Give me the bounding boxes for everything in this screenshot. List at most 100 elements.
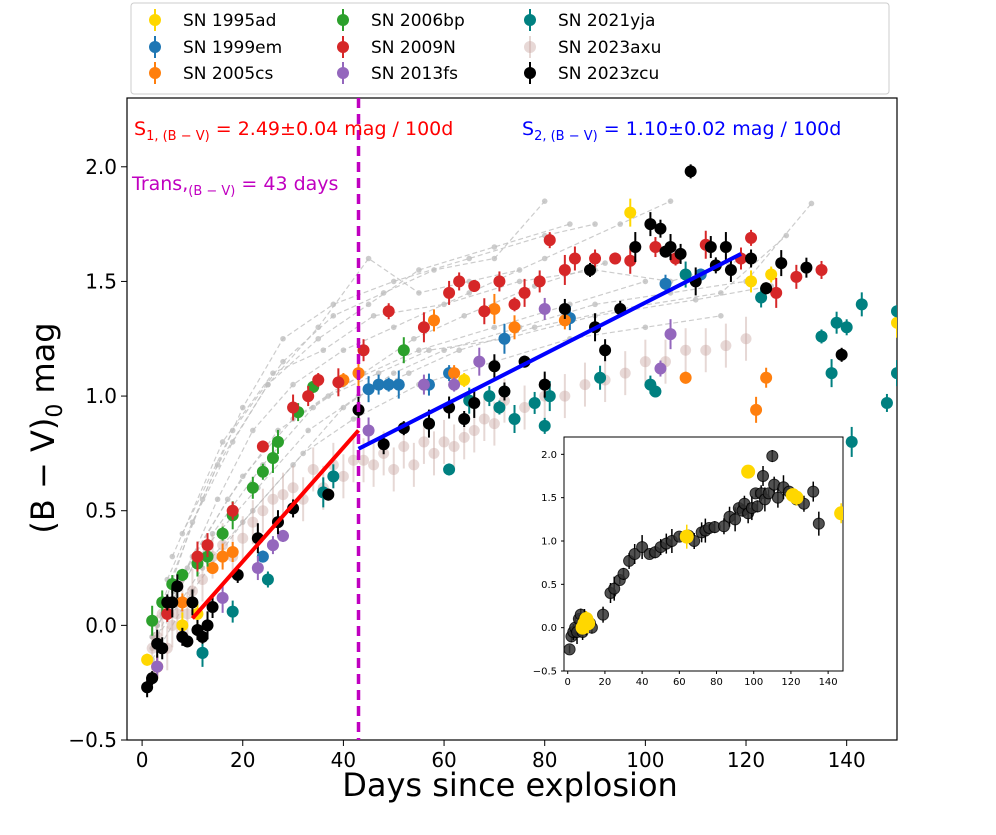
point-sn-2009n — [443, 286, 456, 299]
comparison-point — [214, 496, 221, 503]
comparison-point — [411, 335, 417, 342]
point-sn-2023axu — [428, 447, 440, 459]
legend-marker — [524, 14, 536, 26]
point-sn-2023zcu — [171, 580, 184, 593]
point-sn-1999em — [362, 383, 375, 396]
point-sn-2009n — [468, 280, 481, 293]
point-sn-2009n — [453, 275, 466, 288]
inset-point-sn-2023zcu — [729, 513, 742, 526]
point-sn-2023axu — [257, 505, 269, 517]
point-sn-2023zcu — [186, 596, 199, 609]
point-sn-1999em — [382, 378, 395, 391]
point-sn-2006bp — [266, 451, 279, 464]
comparison-point — [280, 358, 286, 365]
inset-point-sn-1995ad — [679, 529, 694, 544]
legend-frame — [130, 2, 890, 95]
point-sn-2021yja — [508, 413, 521, 425]
comparison-point — [541, 198, 548, 204]
point-sn-2023axu — [519, 402, 531, 414]
comparison-point — [516, 278, 523, 285]
point-sn-2009n — [161, 607, 174, 620]
point-sn-2023axu — [358, 454, 370, 466]
comparison-point — [370, 313, 377, 319]
point-sn-2009n — [332, 376, 345, 389]
comparison-point — [531, 324, 538, 331]
point-sn-2023axu — [468, 424, 480, 436]
inset-y-tick-label: 1.0 — [541, 537, 557, 548]
point-sn-2023zcu — [745, 252, 758, 265]
legend: SN 1995ad SN 1999em SN 2005cs SN 2006bp SN 2… — [130, 2, 890, 95]
point-sn-2023axu — [418, 436, 430, 448]
main-x-tick-label: 120 — [727, 748, 765, 772]
inset-point-sn-2023zcu — [757, 470, 770, 482]
point-sn-2005cs — [750, 403, 763, 416]
comparison-point — [416, 290, 422, 296]
comparison-point — [380, 290, 387, 296]
point-sn-2023zcu — [724, 263, 737, 276]
point-sn-2009n — [417, 321, 430, 334]
point-sn-2023zcu — [422, 417, 435, 430]
comparison-point — [315, 335, 322, 342]
point-sn-2023zcu — [141, 681, 154, 694]
point-sn-2023zcu — [558, 302, 571, 315]
inset-plot-area: 0 20 40 60 80 100 120 140 −0.5 0.0 0.5 1.0 1.5 2.0 — [533, 436, 844, 688]
point-sn-2006bp — [216, 527, 229, 540]
comparison-point — [416, 347, 422, 354]
comparison-point — [441, 301, 447, 308]
comparison-point — [250, 427, 256, 434]
main-x-tick-label: 60 — [431, 748, 456, 772]
point-sn-2009n — [558, 263, 571, 276]
point-sn-2023zcu — [458, 413, 471, 425]
legend-marker — [524, 41, 536, 53]
comparison-point — [179, 530, 186, 537]
point-sn-2023zcu — [835, 348, 848, 361]
point-sn-2009n — [256, 440, 269, 453]
inset-point-sn-1995ad — [834, 506, 843, 521]
point-sn-2013fs — [654, 362, 667, 375]
point-sn-2009n — [568, 252, 581, 265]
point-sn-2023axu — [639, 356, 651, 368]
point-sn-2023zcu — [584, 263, 597, 276]
comparison-point — [466, 255, 473, 262]
comparison-point — [280, 335, 286, 342]
legend-marker — [149, 67, 161, 79]
point-sn-2009n — [543, 234, 556, 247]
inset-y-tick-label: 2.0 — [541, 450, 557, 461]
point-sn-1999em — [372, 378, 385, 391]
main-axes: 0 20 40 60 80 100 120 140 −0.5 0.0 0.5 1.0 1.5 2.0 — [68, 98, 866, 772]
point-sn-2023zcu — [654, 222, 667, 235]
inset-point-sn-2023zcu — [564, 643, 576, 656]
point-sn-2005cs — [558, 314, 571, 327]
inset-y-tick-label: 1.5 — [541, 493, 557, 504]
point-sn-2023zcu — [206, 601, 219, 614]
inset-x-tick-label: 100 — [744, 677, 763, 688]
point-sn-2023axu — [171, 608, 183, 620]
point-sn-2021yja — [261, 573, 274, 586]
comparison-point — [340, 347, 347, 354]
legend-marker — [337, 67, 349, 79]
comparison-point — [310, 404, 317, 411]
inset-point-sn-2023zcu — [628, 548, 641, 560]
inset-point-sn-2023zcu — [751, 500, 764, 513]
main-x-tick-label: 140 — [828, 748, 866, 772]
point-sn-2005cs — [448, 367, 461, 380]
legend-marker — [337, 14, 349, 26]
point-sn-2023axu — [196, 574, 208, 585]
main-y-tick-label: 2.0 — [85, 155, 117, 179]
point-sn-2023axu — [458, 431, 470, 443]
point-sn-2023axu — [619, 367, 631, 379]
point-sn-1995ad — [624, 206, 637, 219]
legend-entry: SN 2013fs — [371, 64, 458, 84]
comparison-point — [406, 370, 412, 376]
comparison-point — [642, 278, 649, 285]
point-sn-2021yja — [855, 298, 868, 311]
comparison-point — [541, 255, 548, 262]
comparison-curve — [156, 315, 721, 638]
main-y-tick-label: −0.5 — [68, 728, 117, 752]
point-sn-2006bp — [246, 481, 259, 494]
inset-point-sn-1995ad — [581, 616, 596, 631]
point-sn-2023axu — [307, 463, 319, 475]
point-sn-2023axu — [448, 441, 460, 453]
